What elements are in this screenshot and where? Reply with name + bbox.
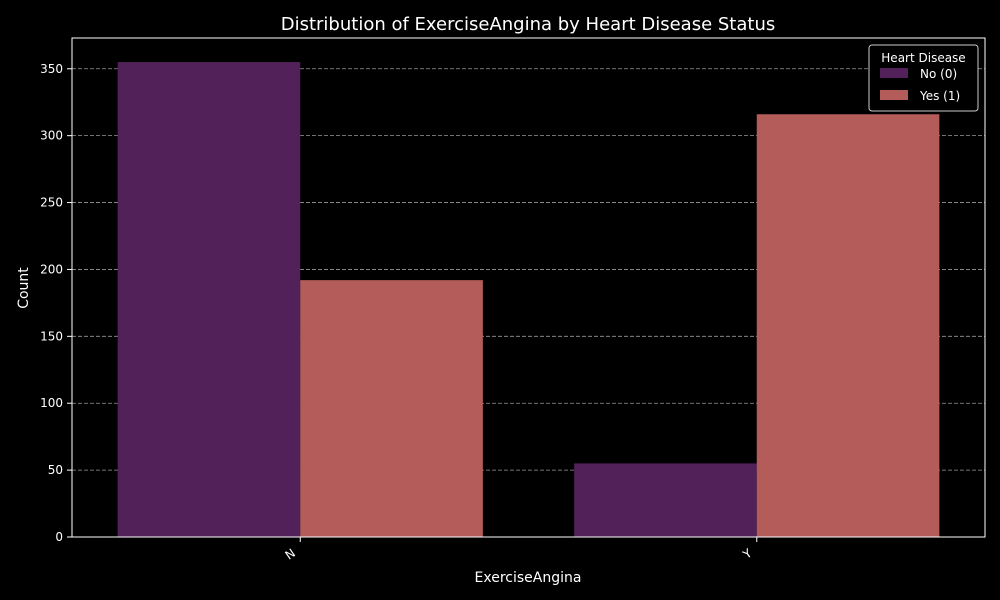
x-axis-label: ExerciseAngina [475, 570, 582, 586]
y-tick-label: 0 [55, 530, 63, 544]
bar-N-series-1 [300, 280, 483, 537]
y-tick-label: 150 [40, 329, 63, 343]
bars [117, 62, 940, 537]
y-axis-ticks: 0 50 100 150 200 250 300 350 [40, 62, 72, 544]
y-tick-label: 100 [40, 396, 63, 410]
bar-N-series-0 [117, 62, 301, 537]
y-axis-label: Count [16, 267, 32, 309]
legend-label-1: Yes (1) [919, 89, 960, 103]
y-tick-label: 350 [40, 62, 63, 76]
y-tick-label: 250 [40, 196, 63, 210]
legend-title: Heart Disease [881, 51, 965, 65]
legend-label-0: No (0) [920, 67, 957, 81]
legend-entries: No (0) Yes (1) [880, 67, 960, 103]
chart-title: Distribution of ExerciseAngina by Heart … [281, 14, 776, 35]
y-tick-label: 50 [48, 463, 63, 477]
legend: Heart Disease No (0) Yes (1) [868, 44, 979, 112]
y-tick-label: 300 [40, 129, 63, 143]
y-tick-label: 200 [40, 262, 63, 276]
bar-Y-series-0 [574, 463, 757, 537]
legend-swatch-1 [880, 90, 908, 100]
plot-frame [71, 37, 986, 538]
bar-Y-series-1 [756, 114, 940, 537]
legend-swatch-0 [880, 68, 908, 78]
